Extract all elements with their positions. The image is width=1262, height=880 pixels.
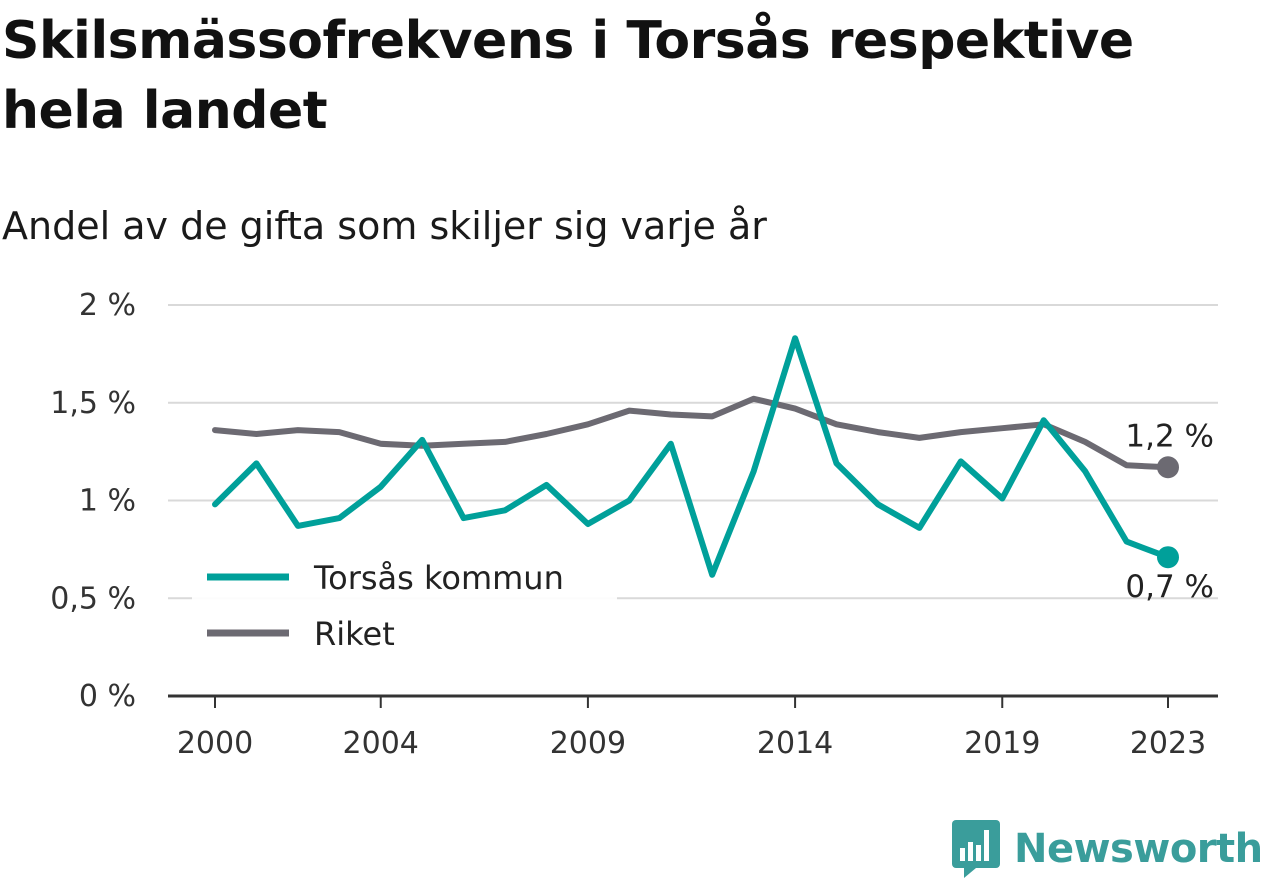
brand: Newsworthy [950, 818, 1262, 880]
brand-name: Newsworthy [1014, 826, 1262, 872]
chart-subtitle: Andel av de gifta som skiljer sig varje … [2, 204, 767, 248]
y-axis-ticks: 0 % 0,5 % 1 % 1,5 % 2 % [50, 288, 136, 714]
x-tick-label: 2009 [550, 726, 626, 761]
x-tick-label: 2004 [343, 726, 419, 761]
y-tick-label: 1 % [79, 484, 136, 519]
x-tick-label: 2000 [177, 726, 253, 761]
end-points: 1,2 % 0,7 % [1125, 418, 1214, 605]
end-point-riket [1157, 456, 1179, 479]
x-tick-label: 2019 [964, 726, 1040, 761]
series-line-riket [212, 395, 1171, 471]
x-tick-label: 2023 [1130, 726, 1206, 761]
newsworthy-logo-icon [952, 820, 1000, 878]
chart-title: Skilsmässofrekvens i Torsås respektive h… [2, 11, 1134, 141]
y-tick-label: 0 % [79, 679, 136, 714]
series-line-torsas [212, 335, 1171, 578]
series-lines [212, 335, 1171, 578]
legend: Torsås kommun Riket [192, 552, 617, 670]
y-tick-label: 1,5 % [50, 386, 136, 421]
end-point-torsas [1157, 546, 1179, 569]
end-label-torsas: 0,7 % [1125, 569, 1214, 605]
legend-label: Torsås kommun [313, 559, 564, 597]
y-tick-label: 0,5 % [50, 581, 136, 616]
x-tick-label: 2014 [757, 726, 833, 761]
legend-label: Riket [314, 615, 395, 653]
end-label-riket: 1,2 % [1125, 418, 1214, 454]
x-axis-ticks: 2000 2004 2009 2014 2019 2023 [177, 696, 1206, 761]
y-tick-label: 2 % [79, 288, 136, 323]
legend-background [192, 552, 617, 670]
